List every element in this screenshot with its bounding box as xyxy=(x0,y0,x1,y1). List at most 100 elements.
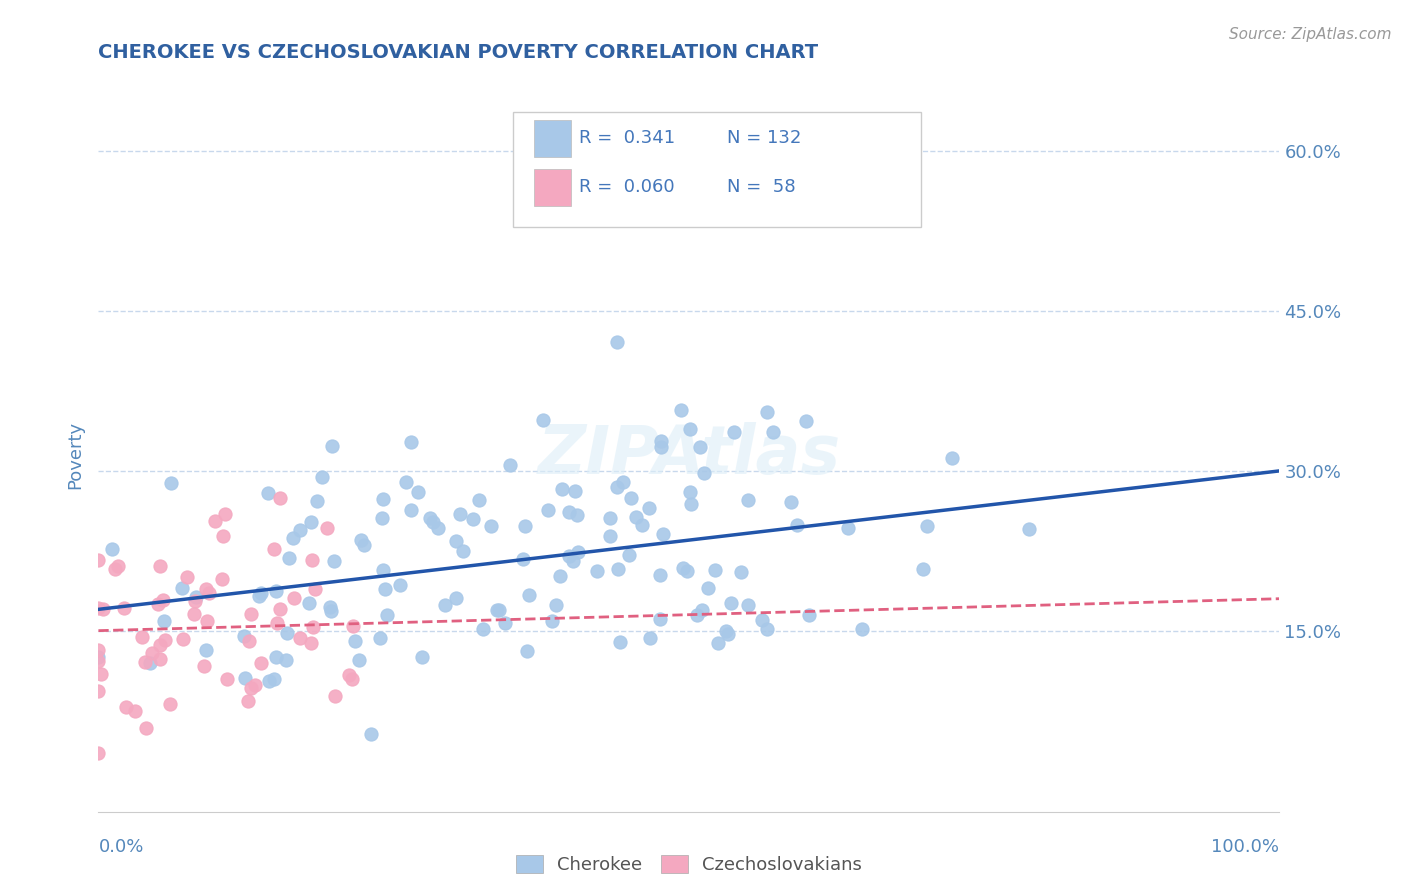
Point xyxy=(650,434,672,449)
Point xyxy=(449,508,471,522)
Point xyxy=(240,681,263,695)
Text: N =  58: N = 58 xyxy=(727,178,796,196)
Point xyxy=(87,649,110,664)
Point xyxy=(307,494,329,508)
Point xyxy=(257,485,280,500)
Point xyxy=(360,727,382,741)
Point xyxy=(406,484,429,499)
Point xyxy=(233,630,256,644)
Point xyxy=(153,614,176,628)
Point xyxy=(679,484,702,499)
Point xyxy=(257,673,280,688)
Point xyxy=(640,631,662,645)
Point xyxy=(648,567,671,582)
Point xyxy=(263,541,285,556)
Point xyxy=(599,511,621,525)
Point xyxy=(195,614,218,628)
Point xyxy=(446,533,468,548)
Point xyxy=(149,559,172,574)
Text: Source: ZipAtlas.com: Source: ZipAtlas.com xyxy=(1229,27,1392,42)
Text: ZIPAtlas: ZIPAtlas xyxy=(537,422,841,488)
Point xyxy=(780,495,803,509)
Point xyxy=(250,585,273,599)
Point xyxy=(737,598,759,612)
Point xyxy=(243,678,266,692)
Point xyxy=(1018,522,1040,536)
Point xyxy=(264,583,287,598)
Point xyxy=(564,484,586,499)
Point xyxy=(467,493,489,508)
Point xyxy=(606,480,628,494)
Point xyxy=(288,523,311,537)
Point xyxy=(395,475,418,490)
Point xyxy=(371,511,394,525)
Point xyxy=(389,577,412,591)
Point xyxy=(87,654,110,668)
Point xyxy=(422,516,444,530)
Point xyxy=(693,466,716,480)
Point xyxy=(283,591,305,605)
Point xyxy=(669,403,692,417)
Point xyxy=(544,598,567,612)
Point xyxy=(479,519,502,533)
Point xyxy=(630,518,652,533)
Point xyxy=(135,721,157,735)
Point xyxy=(343,633,366,648)
Point xyxy=(159,698,181,712)
Point xyxy=(419,511,441,525)
Point xyxy=(141,646,163,660)
Point xyxy=(281,531,304,545)
Point xyxy=(714,624,737,639)
Point xyxy=(149,652,172,666)
Point xyxy=(211,572,233,586)
Point xyxy=(941,451,963,466)
Point xyxy=(612,475,634,489)
Point xyxy=(697,582,720,596)
Point xyxy=(586,564,609,578)
Point xyxy=(269,602,291,616)
Point xyxy=(723,425,745,440)
Point xyxy=(794,414,817,428)
Point xyxy=(101,542,124,557)
Point xyxy=(676,564,699,578)
Point xyxy=(93,602,115,616)
Point xyxy=(204,514,226,528)
Point xyxy=(115,700,138,714)
Point xyxy=(322,554,344,568)
Point xyxy=(499,458,522,472)
Point xyxy=(87,746,110,760)
Point xyxy=(371,492,394,507)
Point xyxy=(266,616,288,631)
Point xyxy=(301,552,323,566)
Point xyxy=(706,635,728,649)
Point xyxy=(302,620,325,634)
Text: 100.0%: 100.0% xyxy=(1212,838,1279,856)
Point xyxy=(193,658,215,673)
Point xyxy=(531,413,554,427)
Point xyxy=(472,623,495,637)
Point xyxy=(797,608,820,623)
Point xyxy=(298,596,321,610)
Point xyxy=(269,491,291,505)
Point xyxy=(87,553,110,567)
Point xyxy=(371,563,394,577)
Point xyxy=(517,588,540,602)
Point xyxy=(264,650,287,665)
Point xyxy=(690,602,713,616)
Point xyxy=(159,476,181,491)
Point xyxy=(755,622,778,636)
Point xyxy=(319,604,342,618)
Point xyxy=(131,630,153,644)
Point xyxy=(548,569,571,583)
Point xyxy=(263,672,285,686)
Point xyxy=(316,521,339,535)
Point xyxy=(427,521,450,535)
Point xyxy=(672,561,695,575)
Point xyxy=(250,656,273,670)
Point xyxy=(104,561,127,575)
Text: 0.0%: 0.0% xyxy=(98,838,143,856)
Point xyxy=(444,591,467,606)
Point xyxy=(557,505,579,519)
Point xyxy=(288,632,311,646)
Point xyxy=(463,512,485,526)
